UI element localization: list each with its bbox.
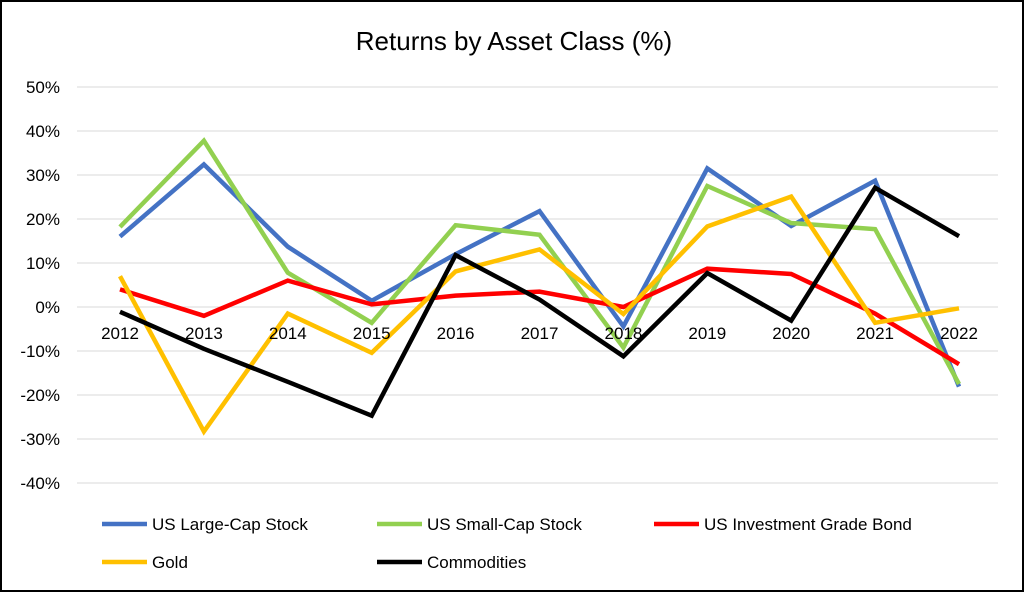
legend-item: Commodities xyxy=(377,553,526,572)
x-tick-label: 2015 xyxy=(353,324,391,343)
gridlines xyxy=(77,86,998,484)
legend-label: Gold xyxy=(152,553,188,572)
legend-item: US Investment Grade Bond xyxy=(654,515,912,534)
legend-label: US Large-Cap Stock xyxy=(152,515,308,534)
x-tick-label: 2022 xyxy=(940,324,978,343)
x-tick-label: 2014 xyxy=(269,324,307,343)
legend-item: US Small-Cap Stock xyxy=(377,515,582,534)
series-line-commodities xyxy=(119,184,961,419)
y-axis-tick-labels: 50% 40% 30% 20% 10% 0% -10% -20% -30% -40% xyxy=(20,78,60,493)
y-tick-label: -40% xyxy=(20,474,60,493)
series-line-gold xyxy=(118,193,960,436)
y-tick-label: -20% xyxy=(20,386,60,405)
chart-title: Returns by Asset Class (%) xyxy=(356,26,672,56)
legend-label: Commodities xyxy=(427,553,526,572)
legend-label: US Investment Grade Bond xyxy=(704,515,912,534)
y-tick-label: 50% xyxy=(26,78,60,97)
y-tick-label: 0% xyxy=(35,298,60,317)
x-tick-label: 2013 xyxy=(185,324,223,343)
x-tick-label: 2020 xyxy=(772,324,810,343)
legend: US Large-Cap Stock US Small-Cap Stock US I… xyxy=(102,515,912,572)
series-lines xyxy=(118,137,962,436)
y-tick-label: 20% xyxy=(26,210,60,229)
x-tick-label: 2019 xyxy=(688,324,726,343)
y-tick-label: -10% xyxy=(20,342,60,361)
legend-item: US Large-Cap Stock xyxy=(102,515,308,534)
legend-label: US Small-Cap Stock xyxy=(427,515,582,534)
x-tick-label: 2021 xyxy=(856,324,894,343)
x-tick-label: 2016 xyxy=(437,324,475,343)
series-line-us-small-cap-stock xyxy=(118,137,961,386)
series-line-us-large-cap-stock xyxy=(118,161,962,388)
series-line-us-investment-grade-bond xyxy=(119,266,961,367)
y-tick-label: 40% xyxy=(26,122,60,141)
x-axis-tick-labels: 2012 2013 2014 2015 2016 2017 2018 2019 2020 2021… xyxy=(101,324,978,343)
x-tick-label: 2012 xyxy=(101,324,139,343)
legend-item: Gold xyxy=(102,553,188,572)
y-tick-label: 30% xyxy=(26,166,60,185)
y-tick-label: -30% xyxy=(20,430,60,449)
x-tick-label: 2018 xyxy=(604,324,642,343)
x-tick-label: 2017 xyxy=(521,324,559,343)
y-tick-label: 10% xyxy=(26,254,60,273)
